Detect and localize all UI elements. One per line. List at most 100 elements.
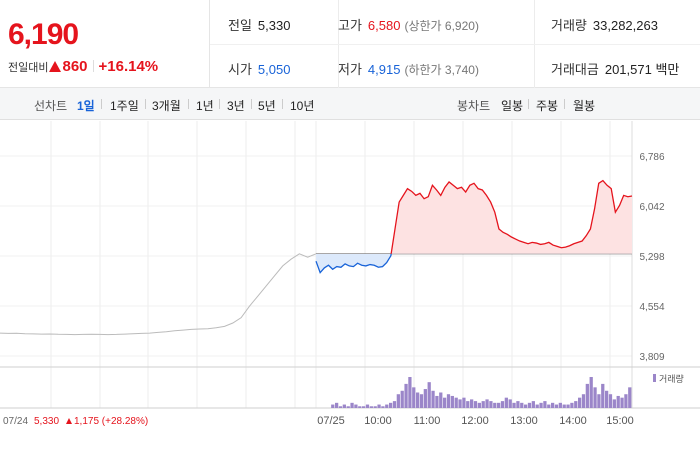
volume-bar (427, 382, 431, 408)
volume-bar (335, 402, 339, 408)
up-arrow-icon (49, 61, 62, 72)
monthly-candle-button[interactable]: 월봉 (573, 99, 596, 113)
volume-bar (593, 387, 597, 408)
period-1day-button[interactable]: 1일 (77, 99, 95, 113)
volume-bar (389, 402, 393, 408)
x-tick-label: 13:00 (510, 415, 538, 427)
period-1week-button[interactable]: 1주일 (110, 99, 139, 113)
volume-bar (350, 402, 354, 408)
volume-bar (547, 404, 551, 408)
prev-close: 전일 5,330 (228, 18, 291, 33)
volume-bar (620, 397, 624, 408)
divider (101, 99, 102, 109)
volume-bar (481, 401, 485, 408)
volume-bar (524, 404, 528, 408)
price-chart[interactable]: 6,786 6,042 5,298 4,554 3,809 거래량 07/25 10:00 11… (0, 121, 700, 450)
volume-bar (581, 394, 586, 408)
volume-bar (362, 406, 366, 408)
period-3year-button[interactable]: 3년 (227, 99, 245, 113)
volume-bar (624, 394, 628, 408)
period-5year-button[interactable]: 5년 (258, 99, 276, 113)
volume-bar (616, 395, 620, 408)
y-tick-label: 5,298 (639, 252, 664, 263)
up-area (391, 180, 632, 254)
y-tick-label: 6,042 (639, 202, 664, 213)
prev-day-close: 5,330 (34, 416, 59, 427)
volume-bar (419, 394, 424, 408)
volume-bar (477, 402, 481, 408)
volume-bar (346, 406, 350, 408)
price-box: 6,190 전일대비 860 +16.14% (0, 0, 210, 88)
volume-bar (373, 406, 377, 408)
divider (528, 99, 529, 109)
x-tick-label: 10:00 (364, 415, 392, 427)
volume-bar (400, 390, 404, 408)
volume-bar (385, 404, 389, 408)
volume-bar (412, 387, 416, 408)
volume-bar (354, 404, 358, 408)
volume-bar (551, 402, 555, 408)
volume-bar (443, 397, 447, 408)
volume-bar (539, 402, 543, 408)
volume-bar (489, 401, 493, 408)
volume-bar (338, 406, 343, 408)
volume-bar (392, 401, 397, 408)
x-tick-label: 12:00 (461, 415, 489, 427)
change-label: 전일대비 (8, 62, 49, 74)
weekly-candle-button[interactable]: 주봉 (536, 99, 559, 113)
period-1year-button[interactable]: 1년 (196, 99, 214, 113)
volume-bar (446, 394, 451, 408)
divider (219, 99, 220, 109)
volume-bar (342, 404, 346, 408)
volume-bar (543, 401, 547, 408)
volume-bar (585, 383, 589, 408)
volume-bar (566, 404, 570, 408)
volume-bar (466, 401, 470, 408)
divider (564, 99, 565, 109)
price-chart-svg: 6,786 6,042 5,298 4,554 3,809 거래량 07/25 10:00 11… (0, 121, 700, 427)
low-price: 저가 4,915 (하한가 3,740) (338, 62, 479, 77)
volume-bar (578, 397, 582, 408)
x-tick-label: 15:00 (606, 415, 634, 427)
period-10year-button[interactable]: 10년 (290, 99, 315, 113)
divider (210, 44, 700, 45)
volume-bar (416, 392, 420, 408)
volume-bar (423, 389, 427, 408)
divider (92, 60, 94, 72)
volume-bar (500, 401, 505, 408)
divider (188, 99, 189, 109)
volume-legend-swatch (653, 374, 656, 382)
current-price: 6,190 (8, 18, 79, 51)
volume-bar (508, 399, 512, 408)
prev-day-line (0, 253, 317, 336)
volume-bar (574, 401, 578, 408)
volume-bar (439, 392, 443, 408)
period-3month-button[interactable]: 3개월 (152, 99, 181, 113)
volume-bar (562, 404, 566, 408)
volume-bar (358, 406, 362, 408)
volume-bar (454, 397, 458, 408)
volume-bar (470, 399, 474, 408)
prev-day-change: 1,175 (+28.28%) (74, 416, 148, 427)
period-toolbar: 선차트 1일 1주일 3개월 1년 3년 5년 10년 봉차트 일봉 주봉 월봉 (0, 88, 700, 120)
down-area (316, 253, 632, 273)
y-tick-label: 6,786 (639, 152, 664, 163)
volume-bar (535, 404, 539, 408)
change-amount: 860 (62, 58, 88, 75)
volume-bar (516, 401, 520, 408)
volume-bar (431, 390, 435, 408)
y-tick-label: 4,554 (639, 302, 664, 313)
volume-bar (381, 406, 385, 408)
volume-bar (520, 402, 524, 408)
daily-candle-button[interactable]: 일봉 (501, 99, 524, 113)
today-line-up (390, 179, 633, 254)
change-row: 전일대비 860 +16.14% (8, 58, 209, 75)
volume-bar (377, 404, 381, 408)
high-price: 고가 6,580 (상한가 6,920) (338, 18, 479, 33)
prev-day-date: 07/24 (3, 416, 28, 427)
volume-bar (605, 390, 609, 408)
volume-bar (608, 394, 613, 408)
volume-bar (365, 404, 370, 408)
volume-bar (435, 395, 439, 408)
volume-bar (369, 406, 373, 408)
